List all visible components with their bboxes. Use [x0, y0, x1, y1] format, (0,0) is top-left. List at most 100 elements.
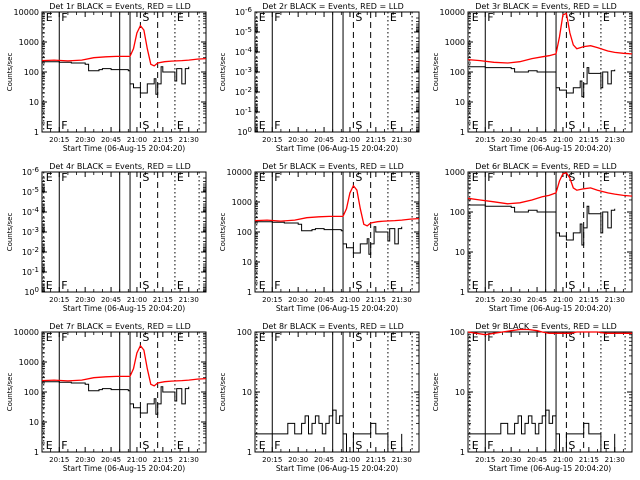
panel-title: Det 7r BLACK = Events, RED = LLD [49, 322, 191, 331]
marker-letter-top: S [142, 11, 149, 24]
x-tick-label: 21:15 [366, 296, 386, 304]
x-tick-label: 21:15 [366, 456, 386, 464]
marker-letter-top: E [46, 11, 53, 24]
y-axis-label: Counts/sec [432, 53, 440, 92]
panel-det-7r: Det 7r BLACK = Events, RED = LLD Counts/s… [6, 322, 207, 473]
panel-det-8r: Det 8r BLACK = Events, RED = LLD Counts/s… [219, 322, 420, 473]
marker-letter-bottom: F [487, 439, 493, 452]
y-tick-label: 10 [29, 418, 39, 427]
y-axis-label: Counts/sec [6, 373, 14, 412]
series-lld-line [254, 184, 420, 227]
marker-letter-bottom: E [603, 119, 610, 132]
x-tick-label: 20:15 [262, 296, 282, 304]
y-tick-label: 1 [460, 288, 465, 297]
y-tick-label: 10-1 [235, 106, 252, 117]
marker-letter-bottom: E [603, 439, 610, 452]
x-tick-label: 21:30 [392, 456, 412, 464]
marker-letter-top: F [274, 171, 280, 184]
marker-letter-bottom: F [61, 119, 67, 132]
x-tick-label: 21:00 [127, 296, 147, 304]
x-axis-label: Start Time (06-Aug-15 20:04:20) [276, 464, 398, 473]
marker-letter-bottom: F [487, 119, 493, 132]
plot-frame [41, 171, 207, 293]
x-tick-label: 21:00 [553, 296, 573, 304]
x-tick-label: 20:15 [475, 456, 495, 464]
y-tick-label: 10 [455, 248, 465, 257]
panel-title: Det 4r BLACK = Events, RED = LLD [49, 162, 191, 171]
marker-letter-bottom: E [177, 439, 184, 452]
series-events-line [468, 409, 616, 453]
marker-letter-bottom: E [472, 279, 479, 292]
y-axis-label: Counts/sec [219, 53, 227, 92]
marker-letter-bottom: F [487, 279, 493, 292]
x-tick-label: 20:45 [314, 136, 334, 144]
x-tick-label: 20:15 [262, 136, 282, 144]
panel-det-4r: Det 4r BLACK = Events, RED = LLD Counts/s… [6, 162, 207, 313]
series-events-line [468, 204, 616, 246]
x-axis-label: Start Time (06-Aug-15 20:04:20) [63, 304, 185, 313]
panel-title: Det 9r BLACK = Events, RED = LLD [475, 322, 617, 331]
y-tick-label: 10 [242, 388, 252, 397]
x-tick-label: 21:15 [579, 296, 599, 304]
x-tick-label: 20:45 [527, 136, 547, 144]
y-tick-label: 10-4 [22, 206, 40, 217]
x-axis-label: Start Time (06-Aug-15 20:04:20) [276, 304, 398, 313]
y-tick-label: 100 [450, 208, 465, 217]
x-axis-label: Start Time (06-Aug-15 20:04:20) [276, 144, 398, 153]
panel-title: Det 3r BLACK = Events, RED = LLD [475, 2, 617, 11]
y-tick-label: 100 [237, 228, 252, 237]
x-tick-label: 20:45 [101, 136, 121, 144]
marker-letter-bottom: S [355, 439, 362, 452]
series-lld-line [467, 328, 632, 336]
y-tick-label: 1 [460, 448, 465, 457]
marker-letter-bottom: S [355, 119, 362, 132]
marker-letter-top: E [259, 11, 266, 24]
y-tick-label: 1 [460, 128, 465, 137]
panel-det-2r: Det 2r BLACK = Events, RED = LLD Counts/s… [219, 2, 420, 153]
y-axis-label: Counts/sec [432, 373, 440, 412]
marker-letter-bottom: E [177, 279, 184, 292]
marker-letter-top: F [274, 331, 280, 344]
marker-letter-top: F [487, 171, 493, 184]
x-tick-label: 20:30 [75, 136, 95, 144]
x-tick-label: 20:30 [288, 136, 308, 144]
x-axis-label: Start Time (06-Aug-15 20:04:20) [489, 464, 611, 473]
panel-title: Det 1r BLACK = Events, RED = LLD [49, 2, 191, 11]
panel-det-9r: Det 9r BLACK = Events, RED = LLD Counts/s… [432, 322, 633, 473]
marker-letter-bottom: E [259, 119, 266, 132]
y-tick-label: 100 [237, 328, 252, 337]
x-tick-label: 21:15 [153, 136, 173, 144]
marker-letter-bottom: S [568, 119, 575, 132]
x-tick-label: 21:00 [553, 456, 573, 464]
marker-letter-bottom: E [390, 119, 397, 132]
marker-letter-top: E [46, 331, 53, 344]
marker-letter-top: E [472, 331, 479, 344]
series-lld-line [41, 24, 207, 67]
marker-letter-bottom: S [142, 279, 149, 292]
series-events-line [255, 221, 403, 255]
y-tick-label: 10000 [227, 168, 252, 177]
x-tick-label: 21:30 [179, 456, 199, 464]
y-tick-label: 1000 [445, 38, 465, 47]
marker-letter-top: F [61, 171, 67, 184]
x-tick-label: 21:00 [340, 296, 360, 304]
y-tick-label: 100 [24, 68, 39, 77]
x-tick-label: 20:30 [501, 456, 521, 464]
marker-letter-top: E [390, 11, 397, 24]
y-tick-label: 1000 [19, 38, 39, 47]
marker-letter-bottom: F [274, 439, 280, 452]
y-tick-label: 10-3 [22, 226, 39, 237]
marker-letter-bottom: E [259, 279, 266, 292]
y-tick-label: 10-6 [235, 6, 253, 17]
x-tick-label: 21:30 [392, 296, 412, 304]
marker-letter-top: S [355, 11, 362, 24]
marker-letter-top: S [355, 171, 362, 184]
series-events-line [468, 66, 616, 98]
panel-det-6r: Det 6r BLACK = Events, RED = LLD Counts/s… [432, 162, 633, 313]
panel-title: Det 8r BLACK = Events, RED = LLD [262, 322, 404, 331]
marker-letter-top: E [259, 331, 266, 344]
marker-letter-top: E [177, 331, 184, 344]
y-axis-label: Counts/sec [6, 53, 14, 92]
x-tick-label: 20:45 [314, 296, 334, 304]
y-tick-label: 1000 [19, 358, 39, 367]
